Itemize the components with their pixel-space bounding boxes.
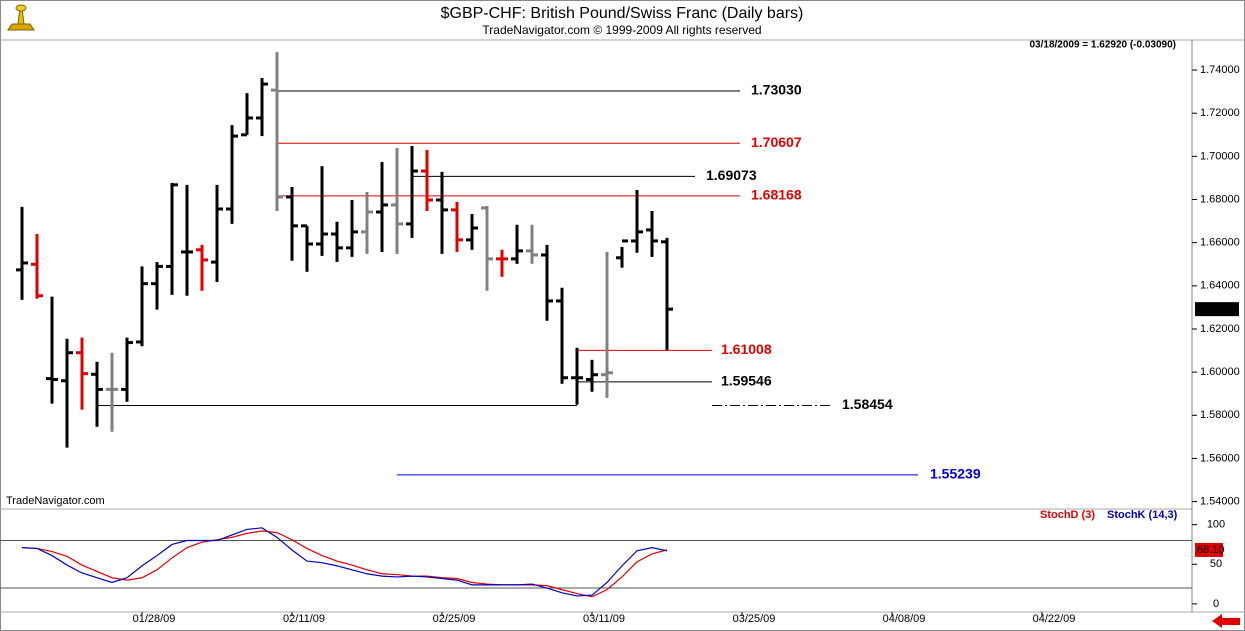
y-tick-label: 1.74000 [1200, 64, 1240, 76]
x-tick-label: 02/11/09 [283, 613, 325, 625]
stoch-line [21, 530, 668, 598]
y-tick-label: 1.72000 [1200, 107, 1240, 119]
y-tick-label: 100 [1207, 519, 1225, 531]
legend-entry: StochD (3) [1040, 509, 1095, 521]
level-label: 1.59546 [721, 373, 772, 389]
x-tick-label: 02/25/09 [433, 613, 476, 625]
current-value-box [1195, 542, 1223, 557]
y-tick-label: 1.62000 [1200, 323, 1240, 335]
y-tick-label: 1.58000 [1200, 409, 1240, 421]
y-tick-label: 50 [1210, 558, 1222, 570]
y-tick-label: 1.66000 [1200, 237, 1240, 249]
level-label: 1.58454 [842, 396, 893, 412]
price-header: 03/18/2009 = 1.62920 (-0.03090) [1029, 40, 1176, 51]
legend-entry: StochK (14,3) [1107, 509, 1178, 521]
chart-title: $GBP-CHF: British Pound/Swiss Franc (Dai… [441, 5, 804, 22]
x-tick-label: 04/22/09 [1033, 613, 1076, 625]
current-price-box [1195, 302, 1239, 317]
x-tick-label: 03/11/09 [583, 613, 625, 625]
x-tick-label: 03/25/09 [733, 613, 776, 625]
logo [7, 4, 35, 31]
y-tick-label: 1.70000 [1200, 150, 1240, 162]
level-label: 1.73030 [751, 82, 802, 98]
level-label: 1.69073 [706, 167, 757, 183]
x-tick-label: 01/28/09 [133, 613, 176, 625]
scroll-arrow[interactable] [1212, 614, 1240, 628]
level-label: 1.55239 [930, 466, 981, 482]
y-tick-label: 1.56000 [1200, 452, 1240, 464]
level-label: 1.61008 [721, 341, 772, 357]
y-tick-label: 1.64000 [1200, 280, 1240, 292]
level-label: 1.68168 [751, 187, 802, 203]
y-tick-label: 1.68000 [1200, 193, 1240, 205]
x-tick-label: 04/08/09 [883, 613, 926, 625]
stoch-line [21, 527, 668, 597]
current-value-label: 68.10 [1197, 544, 1225, 556]
y-tick-label: 0 [1213, 598, 1219, 610]
chart-subtitle: TradeNavigator.com © 1999-2009 All right… [482, 23, 761, 37]
level-label: 1.70607 [751, 134, 802, 150]
current-price-label: 1.62920 [1197, 303, 1237, 315]
y-tick-label: 1.54000 [1200, 496, 1240, 508]
watermark: TradeNavigator.com [6, 495, 105, 507]
y-tick-label: 1.60000 [1200, 366, 1240, 378]
